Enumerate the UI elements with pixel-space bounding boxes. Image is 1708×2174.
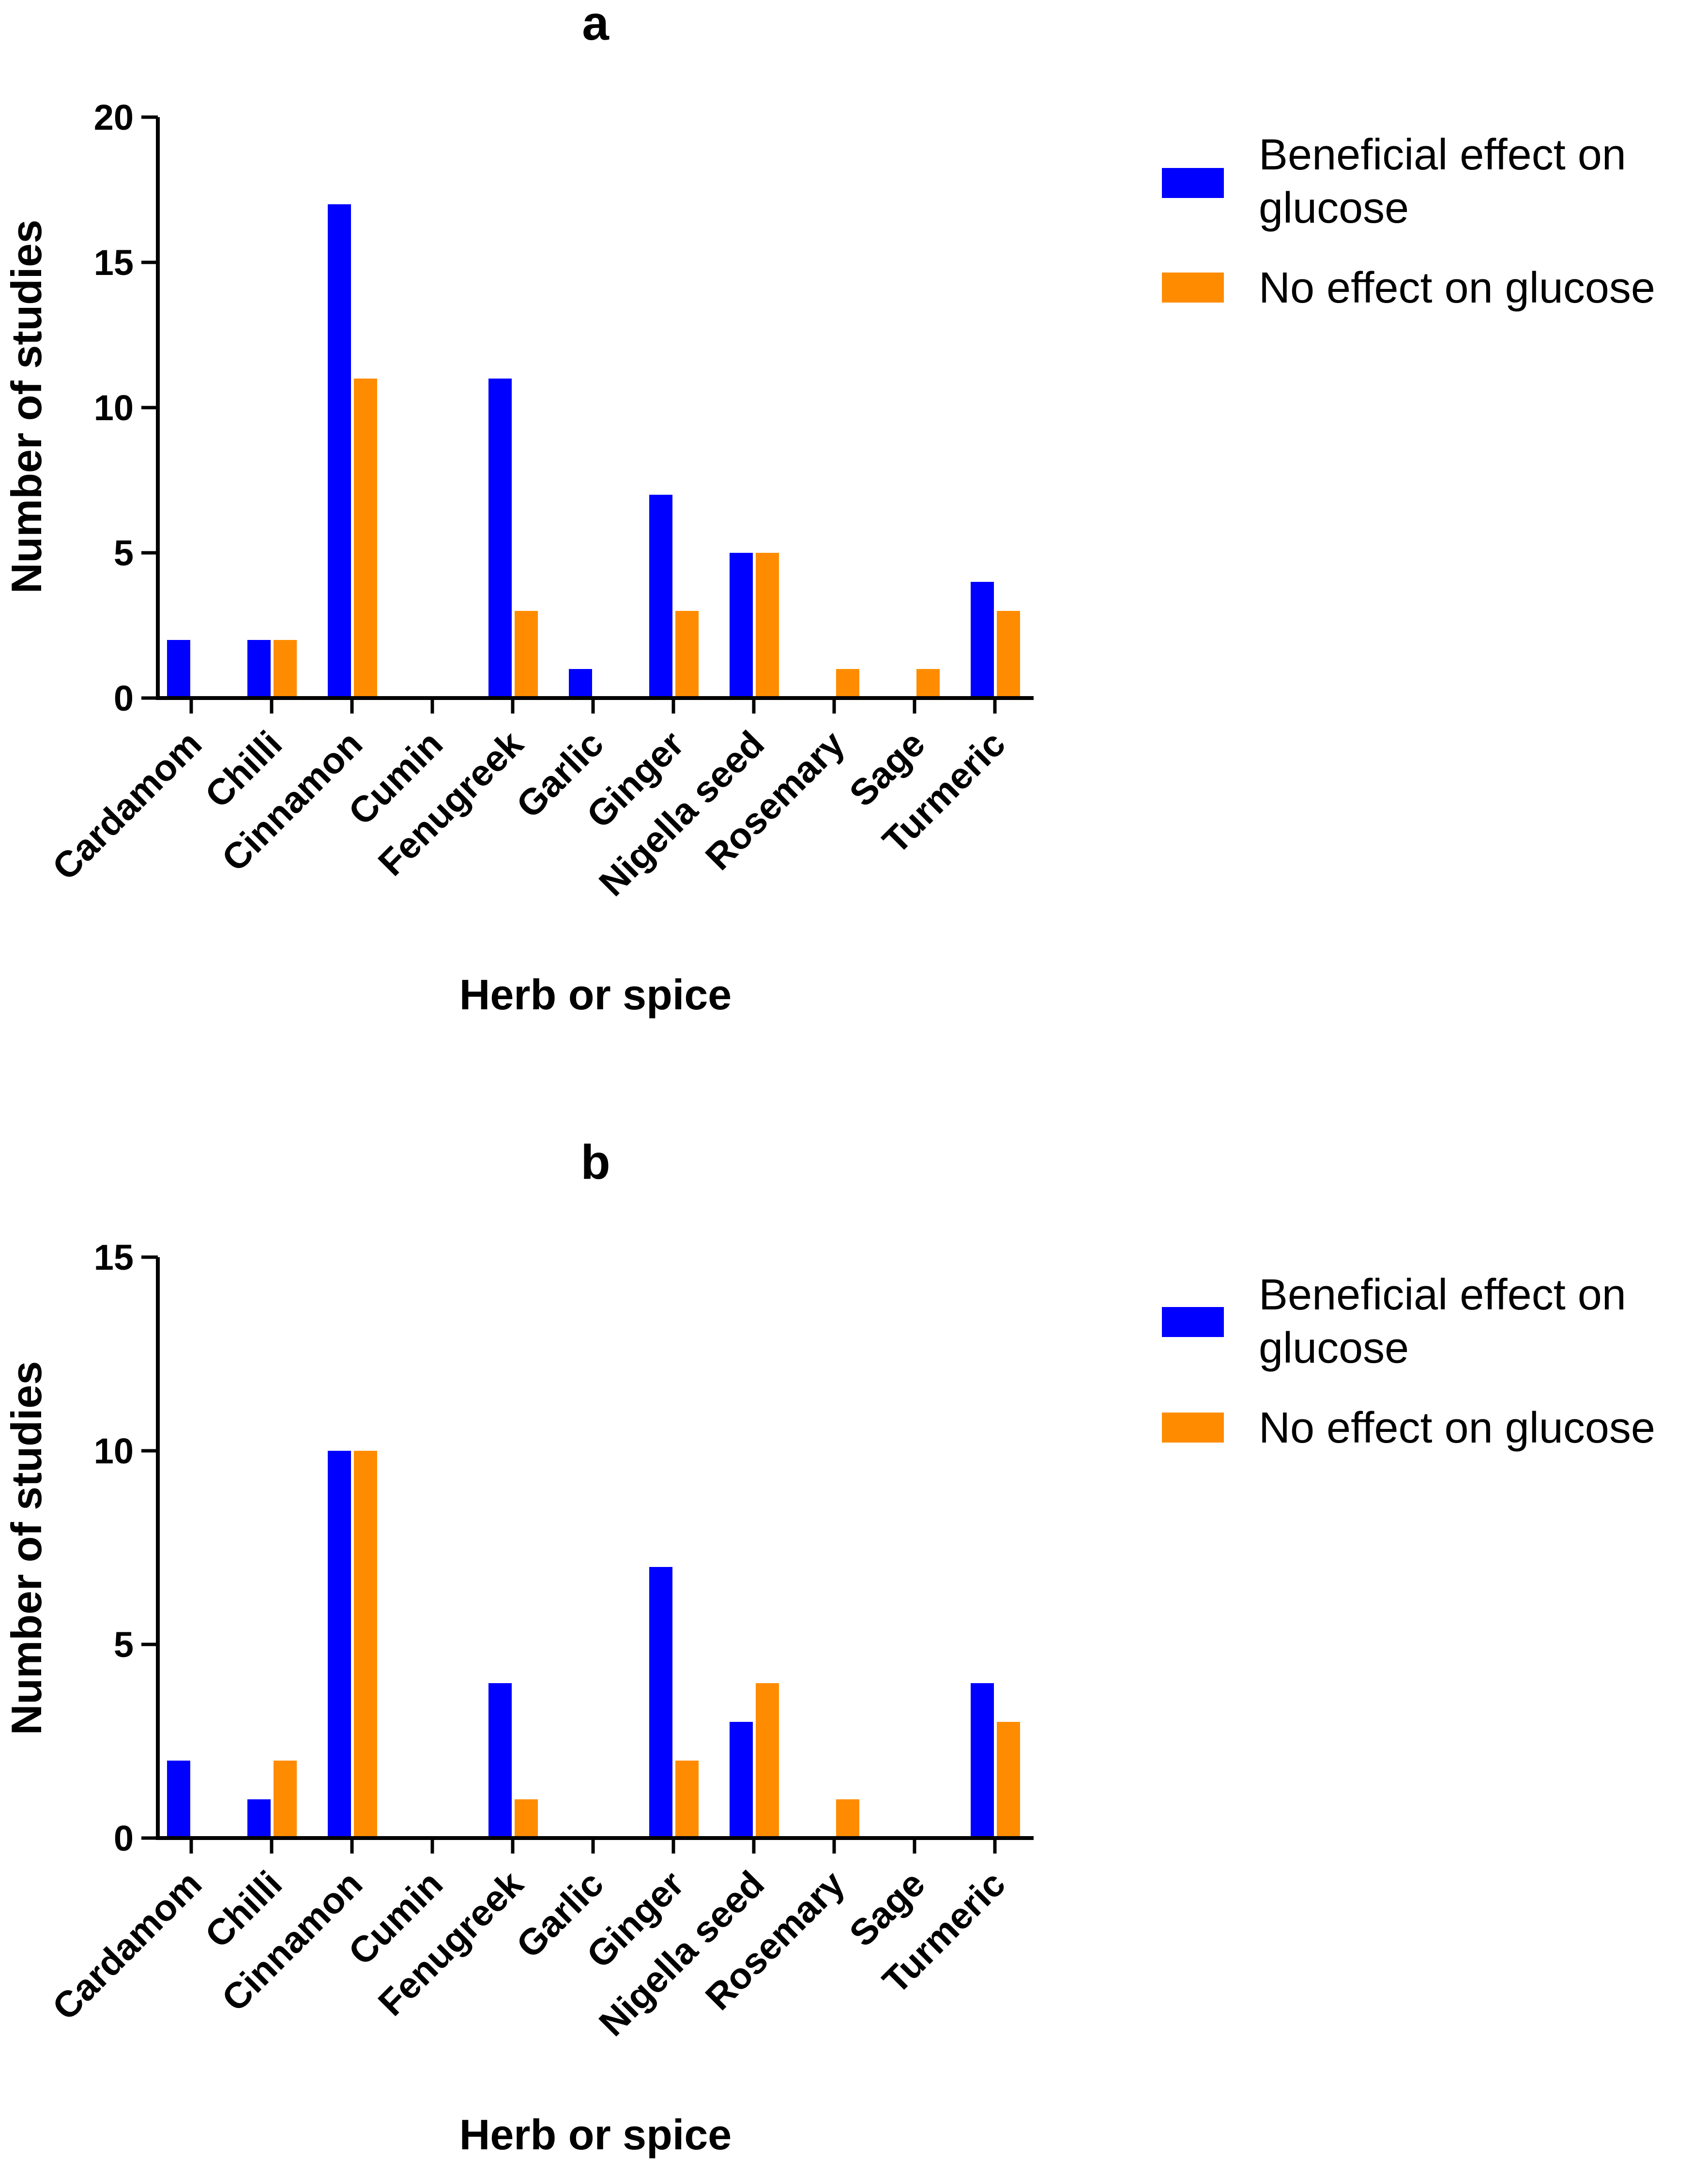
x-axis-label: Herb or spice [459,2111,732,2159]
bars-group [167,1451,1020,1838]
bar-chilli-no-effect [274,1761,297,1838]
bar-cinnamon-beneficial [328,204,351,698]
bar-turmeric-beneficial [971,582,994,698]
bar-nigella-seed-beneficial [730,1722,753,1838]
bar-nigella-seed-beneficial [730,553,753,698]
chart-panel-b: b Number of studies Herb or spice 0 5 10 15… [2,1135,1655,2159]
y-axis-label: Number of studies [2,220,50,594]
bar-ginger-no-effect [675,611,699,698]
bar-cardamom-beneficial [167,640,190,698]
legend-swatch-no-effect [1162,273,1224,303]
y-tick-label: 10 [94,1431,134,1471]
legend-swatch-beneficial [1162,168,1224,198]
x-axis-label: Herb or spice [459,971,732,1019]
legend-label-beneficial-line1: Beneficial effect on [1259,1271,1626,1319]
y-tick-label: 10 [94,388,134,428]
legend: Beneficial effect on glucose No effect o… [1162,1271,1655,1452]
y-tick-label: 5 [114,1625,134,1665]
legend-swatch-beneficial [1162,1307,1224,1337]
bar-turmeric-no-effect [997,1722,1020,1838]
bar-rosemary-no-effect [836,1799,859,1838]
bar-nigella-seed-no-effect [756,553,779,698]
y-axis-label: Number of studies [2,1361,50,1735]
y-ticks: 0 5 10 15 20 [94,97,158,718]
bar-turmeric-no-effect [997,611,1020,698]
axis-frame [156,117,1034,700]
legend: Beneficial effect on glucose No effect o… [1162,131,1655,312]
y-tick-label: 20 [94,97,134,137]
bar-turmeric-beneficial [971,1683,994,1838]
bar-cinnamon-beneficial [328,1451,351,1838]
y-tick-label: 15 [94,243,134,283]
legend-label-beneficial-line2: glucose [1259,1324,1409,1372]
bar-ginger-beneficial [649,495,672,698]
y-tick-label: 15 [94,1237,134,1277]
y-tick-label: 0 [114,678,134,718]
legend-label-beneficial-line1: Beneficial effect on [1259,131,1626,179]
chart-panel-a: a Number of studies Herb or spice 0 5 10 15… [2,0,1655,1019]
bar-fenugreek-no-effect [515,1799,538,1838]
bar-ginger-beneficial [649,1567,672,1838]
bar-nigella-seed-no-effect [756,1683,779,1838]
bar-fenugreek-beneficial [488,1683,512,1838]
axis-frame [156,1257,1034,1840]
bar-cinnamon-no-effect [354,379,377,698]
legend-label-beneficial-line2: glucose [1259,184,1409,232]
legend-label-no-effect: No effect on glucose [1259,1404,1655,1452]
x-ticks: CardamomChilliCinnamonCuminFenugreekGarl… [45,698,1013,904]
x-ticks: CardamomChilliCinnamonCuminFenugreekGarl… [45,1838,1013,2044]
bar-sage-no-effect [916,669,940,698]
y-tick-label: 0 [114,1818,134,1858]
bar-chilli-no-effect [274,640,297,698]
legend-swatch-no-effect [1162,1413,1224,1443]
bar-cardamom-beneficial [167,1761,190,1838]
bar-chilli-beneficial [247,640,271,698]
y-ticks: 0 5 10 15 [94,1237,158,1858]
y-tick-label: 5 [114,533,134,573]
bar-fenugreek-beneficial [488,379,512,698]
x-tick-label-cardamom: Cardamom [45,723,210,888]
chart-title: a [582,0,610,50]
bar-cinnamon-no-effect [354,1451,377,1838]
bar-fenugreek-no-effect [515,611,538,698]
bars-group [167,204,1020,698]
bar-garlic-beneficial [569,669,592,698]
legend-label-no-effect: No effect on glucose [1259,264,1655,312]
bar-ginger-no-effect [675,1761,699,1838]
bar-rosemary-no-effect [836,669,859,698]
x-tick-label-cardamom: Cardamom [45,1863,210,2028]
bar-chilli-beneficial [247,1799,271,1838]
chart-title: b [580,1135,610,1189]
